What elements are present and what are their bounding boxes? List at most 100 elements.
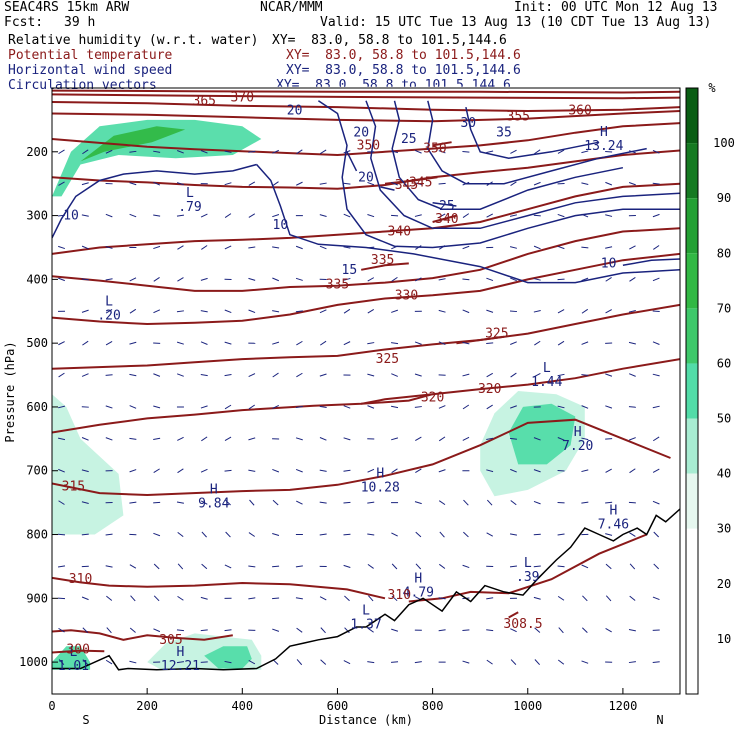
theta-label: 310 bbox=[388, 588, 411, 603]
field-wind-xy: XY= 83.0, 58.8 to 101.5,144.6 bbox=[286, 63, 521, 78]
circulation-vector bbox=[272, 341, 280, 345]
circulation-vector bbox=[344, 627, 350, 634]
theta-label: 370 bbox=[231, 91, 254, 106]
circulation-vector bbox=[320, 340, 327, 346]
circulation-vector bbox=[248, 437, 256, 441]
circulation-vector bbox=[486, 629, 494, 632]
circulation-vector bbox=[557, 245, 565, 250]
circulation-vector bbox=[391, 276, 398, 282]
extremum-H: H bbox=[210, 482, 218, 497]
circulation-vector bbox=[557, 213, 565, 218]
circulation-vector bbox=[153, 628, 161, 633]
circulation-vector bbox=[272, 468, 280, 473]
potential-temperature-contours bbox=[52, 89, 680, 654]
circulation-vector bbox=[414, 149, 422, 154]
circulation-vector bbox=[319, 596, 327, 601]
circulation-vector bbox=[343, 437, 351, 441]
circulation-vector bbox=[319, 469, 327, 472]
circulation-vector bbox=[248, 469, 256, 472]
extremum-L: L bbox=[69, 645, 77, 660]
circulation-vector bbox=[652, 182, 660, 185]
theta-label: 305 bbox=[159, 633, 182, 648]
circulation-vector bbox=[486, 309, 494, 313]
circulation-vector bbox=[224, 469, 232, 472]
theta-contour-315 bbox=[52, 418, 671, 497]
x-tick-label: 600 bbox=[327, 699, 349, 713]
circulation-vector bbox=[296, 500, 303, 505]
circulation-vector bbox=[391, 150, 399, 154]
theta-contour-325 bbox=[52, 303, 680, 370]
theta-contour-335 bbox=[361, 262, 409, 271]
circulation-vector bbox=[81, 373, 89, 377]
circulation-vector bbox=[628, 437, 636, 441]
circulation-vector bbox=[509, 565, 518, 568]
circulation-vector bbox=[486, 404, 493, 410]
circulation-vector bbox=[367, 627, 374, 633]
circulation-vector bbox=[272, 565, 280, 568]
wind-label: 25 bbox=[439, 199, 455, 214]
circulation-vector bbox=[439, 563, 446, 569]
circulation-vector bbox=[558, 627, 564, 634]
circulation-vector bbox=[581, 341, 589, 345]
circulation-vector bbox=[462, 150, 470, 153]
circulation-vector bbox=[129, 627, 136, 633]
circulation-vector bbox=[581, 277, 589, 282]
circulation-vector bbox=[129, 308, 137, 314]
circulation-vector bbox=[438, 182, 446, 185]
circulation-vector bbox=[296, 627, 303, 633]
circulation-vector bbox=[367, 661, 375, 664]
circulation-vector bbox=[415, 245, 422, 250]
theta-label: 340 bbox=[388, 225, 411, 240]
extremum-value: .79 bbox=[178, 200, 201, 215]
circulation-vector bbox=[57, 565, 66, 568]
circulation-vector bbox=[153, 373, 161, 377]
circulation-vector bbox=[177, 245, 184, 250]
circulation-vector bbox=[414, 277, 422, 282]
circulation-vector bbox=[296, 340, 303, 346]
circulation-vector bbox=[581, 469, 589, 473]
circulation-vector bbox=[153, 468, 160, 474]
circulation-vector bbox=[438, 436, 446, 442]
wind-label: 20 bbox=[287, 103, 303, 118]
circulation-vector bbox=[653, 531, 660, 538]
circulation-vector bbox=[201, 436, 208, 442]
circulation-vector bbox=[557, 595, 565, 601]
circulation-vector bbox=[438, 629, 446, 632]
circulation-vector bbox=[57, 533, 66, 536]
x-axis-right-end: N bbox=[656, 713, 663, 727]
rh-region-80 bbox=[80, 126, 186, 162]
field-vector-name: Circulation vectors bbox=[8, 78, 157, 93]
circulation-vector bbox=[486, 342, 494, 344]
rh-region-60 bbox=[508, 403, 576, 465]
circulation-vector bbox=[367, 214, 375, 218]
rh-region-60 bbox=[52, 119, 262, 197]
circulation-vector bbox=[414, 214, 422, 217]
extremum-value: 9.84 bbox=[198, 496, 229, 511]
circulation-vector bbox=[248, 181, 256, 186]
wind-contour-10 bbox=[52, 163, 257, 239]
circulation-vector bbox=[509, 246, 518, 249]
circulation-vector bbox=[272, 310, 280, 313]
theta-contour-330 bbox=[52, 252, 680, 326]
extremum-value: 1.44 bbox=[531, 375, 562, 390]
circulation-vectors bbox=[57, 149, 660, 666]
circulation-vector bbox=[533, 437, 541, 441]
circulation-vector bbox=[105, 533, 113, 536]
colorbar-label: 80 bbox=[717, 246, 731, 260]
theta-label: 308.5 bbox=[503, 617, 542, 632]
circulation-vector bbox=[320, 659, 327, 665]
circulation-vector bbox=[81, 278, 89, 281]
theta-contour-345 bbox=[384, 176, 438, 185]
circulation-vector bbox=[486, 597, 494, 600]
circulation-vector bbox=[295, 405, 303, 408]
circulation-vector bbox=[272, 597, 280, 600]
extremum-H: H bbox=[376, 466, 384, 481]
circulation-vector bbox=[510, 500, 517, 506]
theta-label: 360 bbox=[568, 103, 591, 118]
circulation-vector bbox=[224, 309, 232, 314]
circulation-vector bbox=[462, 213, 470, 218]
extremum-value: .39 bbox=[516, 570, 539, 585]
circulation-vector bbox=[438, 597, 446, 600]
circulation-vector bbox=[177, 150, 184, 154]
